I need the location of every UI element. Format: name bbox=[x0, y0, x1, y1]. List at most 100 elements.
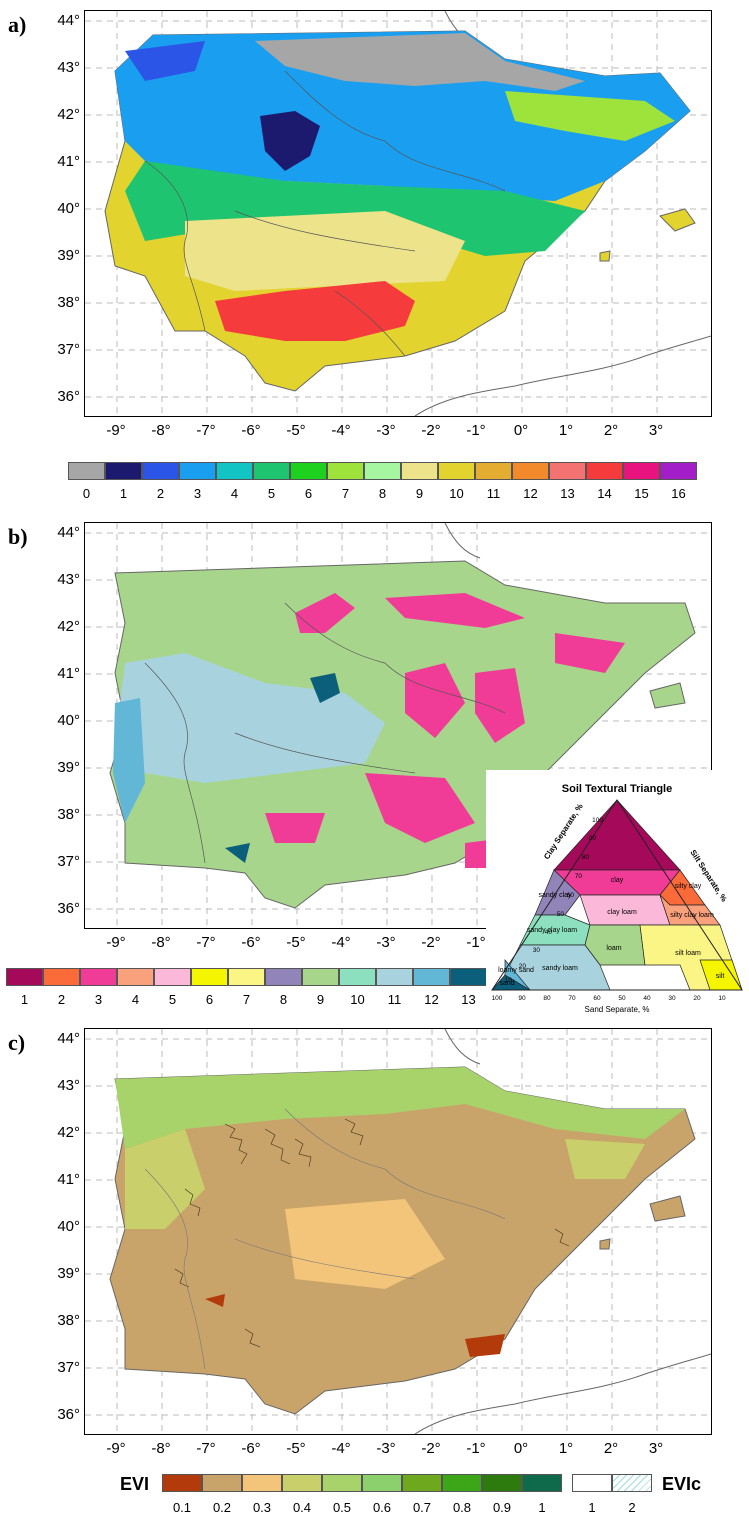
lon-tick: -8° bbox=[151, 422, 171, 439]
lon-tick: -1° bbox=[466, 934, 486, 951]
panel-letter-a: a) bbox=[8, 12, 27, 37]
bottom-tick: 20 bbox=[693, 995, 701, 1002]
legend-label: 6 bbox=[304, 486, 313, 501]
lat-tick: 38° bbox=[57, 806, 80, 823]
bottom-tick: 70 bbox=[568, 995, 576, 1002]
legend-label: 0.6 bbox=[372, 1500, 392, 1515]
lat-tick: 38° bbox=[57, 1312, 80, 1329]
region-loamy-sand bbox=[504, 959, 531, 991]
lon-tick: 1° bbox=[558, 422, 574, 439]
legend-swatch bbox=[6, 968, 43, 986]
lon-tick: 2° bbox=[603, 422, 619, 439]
class-label: silt loam bbox=[675, 950, 701, 957]
legend-label: 11 bbox=[387, 992, 402, 1007]
legend-swatch bbox=[154, 968, 191, 986]
lat-tick: 42° bbox=[57, 1124, 80, 1141]
legend-swatch bbox=[228, 968, 265, 986]
lon-tick: -9° bbox=[106, 1440, 126, 1457]
legend-swatch bbox=[327, 462, 364, 480]
lon-tick: -2° bbox=[421, 934, 441, 951]
left-tick: 30 bbox=[533, 947, 541, 954]
legend-swatch bbox=[191, 968, 228, 986]
left-tick: 20 bbox=[519, 963, 527, 970]
lon-tick: -6° bbox=[241, 1440, 261, 1457]
legend-label: 10 bbox=[350, 992, 365, 1007]
region-loam bbox=[584, 924, 646, 966]
legend-b bbox=[6, 968, 487, 986]
legend-label: 8 bbox=[378, 486, 387, 501]
legend-swatch bbox=[242, 1474, 282, 1492]
lon-tick: -7° bbox=[196, 1440, 216, 1457]
lat-tick: 44° bbox=[57, 524, 80, 541]
legend-swatch bbox=[401, 462, 438, 480]
lat-tick: 43° bbox=[57, 571, 80, 588]
lon-tick: -3° bbox=[376, 934, 396, 951]
legend-label: 8 bbox=[279, 992, 288, 1007]
lon-tick: -5° bbox=[286, 1440, 306, 1457]
legend-swatch bbox=[482, 1474, 522, 1492]
map-c-canvas bbox=[85, 1029, 711, 1434]
legend-label: 13 bbox=[560, 486, 575, 501]
lat-tick: 41° bbox=[57, 153, 80, 170]
legend-swatch bbox=[623, 462, 660, 480]
legend-label: 7 bbox=[242, 992, 251, 1007]
legend-swatch bbox=[117, 968, 154, 986]
legend-label: 0.9 bbox=[492, 1500, 512, 1515]
legend-swatch bbox=[402, 1474, 442, 1492]
legend-swatch bbox=[80, 968, 117, 986]
legend-label: 2 bbox=[156, 486, 165, 501]
legend-label: 12 bbox=[523, 486, 538, 501]
class-label: sandy loam bbox=[542, 965, 578, 972]
lon-tick: -3° bbox=[376, 1440, 396, 1457]
bottom-tick: 60 bbox=[593, 995, 601, 1002]
lat-tick: 42° bbox=[57, 618, 80, 635]
lat-tick: 44° bbox=[57, 1030, 80, 1047]
legend-label: 3 bbox=[193, 486, 202, 501]
bottom-tick: 30 bbox=[668, 995, 676, 1002]
lat-tick: 37° bbox=[57, 341, 80, 358]
evic-title: EVIc bbox=[662, 1474, 702, 1494]
map-b bbox=[84, 522, 712, 929]
legend-swatch bbox=[442, 1474, 482, 1492]
lon-tick: -2° bbox=[421, 422, 441, 439]
bottom-tick: 100 bbox=[492, 995, 503, 1002]
legend-swatch bbox=[68, 462, 105, 480]
class-label: silt bbox=[716, 973, 725, 980]
legend-label: 9 bbox=[316, 992, 325, 1007]
lon-tick: -6° bbox=[241, 422, 261, 439]
lon-tick: -8° bbox=[151, 934, 171, 951]
lat-tick: 43° bbox=[57, 1077, 80, 1094]
lon-tick: -6° bbox=[241, 934, 261, 951]
legend-swatch bbox=[362, 1474, 402, 1492]
lat-tick: 40° bbox=[57, 712, 80, 729]
lon-tick: -5° bbox=[286, 934, 306, 951]
legend-label: 9 bbox=[415, 486, 424, 501]
legend-swatch bbox=[512, 462, 549, 480]
legend-swatch bbox=[142, 462, 179, 480]
lat-tick: 42° bbox=[57, 106, 80, 123]
sand-axis-label: Sand Separate, % bbox=[585, 1005, 650, 1014]
lat-tick: 37° bbox=[57, 853, 80, 870]
class-label: loam bbox=[606, 945, 621, 952]
lat-tick: 37° bbox=[57, 1359, 80, 1376]
legend-swatch bbox=[339, 968, 376, 986]
lat-tick: 40° bbox=[57, 200, 80, 217]
legend-label: 0.3 bbox=[252, 1500, 272, 1515]
legend-label: 10 bbox=[449, 486, 464, 501]
lat-tick: 38° bbox=[57, 294, 80, 311]
legend-label: 0.2 bbox=[212, 1500, 232, 1515]
legend-swatch bbox=[290, 462, 327, 480]
legend-swatch bbox=[179, 462, 216, 480]
evic-swatch-2 bbox=[612, 1474, 652, 1492]
map-a bbox=[84, 10, 712, 417]
panel-letter-c: c) bbox=[8, 1030, 26, 1055]
lon-tick: -7° bbox=[196, 422, 216, 439]
class-label: loamy sand bbox=[498, 967, 534, 974]
left-tick: 10 bbox=[505, 977, 513, 984]
legend-label: 1 bbox=[119, 486, 128, 501]
lat-tick: 36° bbox=[57, 388, 80, 405]
legend-label: 4 bbox=[230, 486, 239, 501]
legend-swatch bbox=[322, 1474, 362, 1492]
lat-tick: 41° bbox=[57, 665, 80, 682]
lon-tick: 3° bbox=[648, 1440, 664, 1457]
